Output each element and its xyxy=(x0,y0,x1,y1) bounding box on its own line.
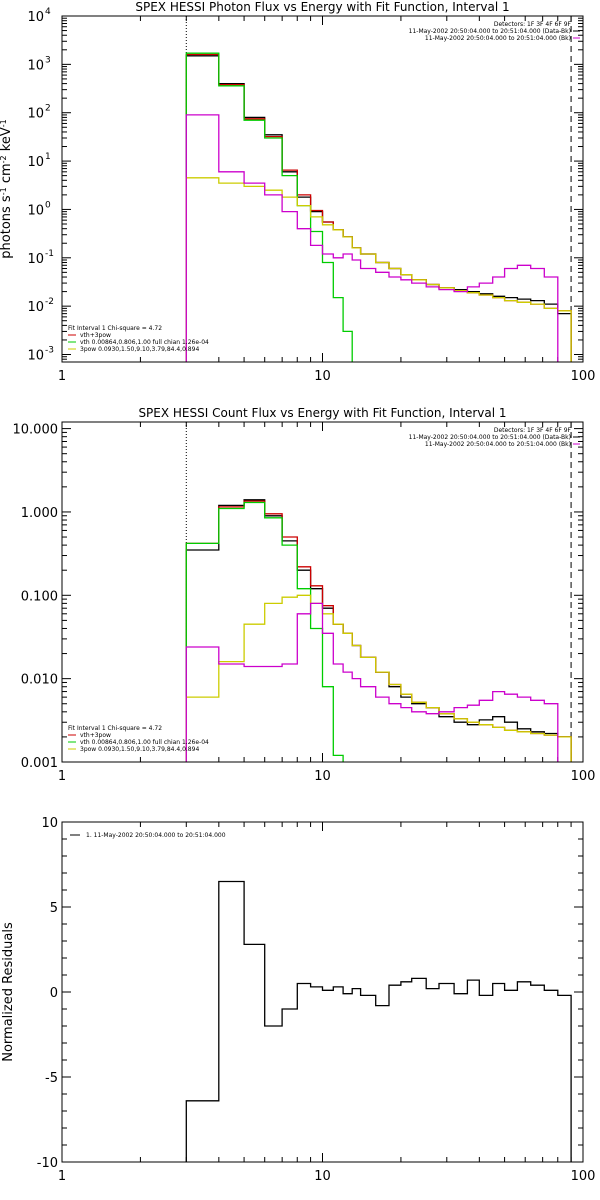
y-axis-label: Normalized Residuals xyxy=(1,922,16,1062)
info-line: Detectors: 1F 3F 4F 6F 9F xyxy=(494,427,572,434)
y-tick-label-exponent: -2 xyxy=(45,297,54,307)
y-tick-label-exponent: 4 xyxy=(45,7,51,17)
y-tick-label-exponent: -1 xyxy=(45,249,54,259)
x-tick-label: 100 xyxy=(571,769,596,784)
y-tick-label: 0.001 xyxy=(21,756,58,771)
chart-panel-3: 1 10 100 -10 -5 0 5 10 1. 11-May-2002 20:50:04.0… xyxy=(1,816,595,1184)
series-line-3pow xyxy=(185,594,572,762)
y-axis-label-part: photons s xyxy=(0,195,14,259)
x-tick-label: 10 xyxy=(314,369,331,384)
y-axis-label-part: keV xyxy=(0,127,14,155)
y-tick-label-exponent: 1 xyxy=(45,152,51,162)
series-group xyxy=(185,880,572,1162)
y-tick-label-exponent: 3 xyxy=(45,55,51,65)
fit-header: Fit Interval 1 Chi-square = 4.72 xyxy=(68,725,162,732)
plot-frame xyxy=(61,15,584,363)
chart-panel-1: SPEX HESSI Photon Flux vs Energy with Fi… xyxy=(0,0,595,384)
info-line: 11-May-2002 20:50:04.000 to 20:51:04.000… xyxy=(425,35,571,42)
y-axis-label: photons s-1 cm-2 keV-1 xyxy=(0,119,14,258)
y-tick-label: 10 xyxy=(41,816,58,831)
legend-label: vth+3pow xyxy=(80,732,111,739)
y-tick-label-exponent: 2 xyxy=(45,104,51,114)
x-tick-label: 100 xyxy=(571,1169,596,1184)
series-line-bk xyxy=(185,602,559,762)
x-tick-label: 1 xyxy=(58,1169,66,1184)
x-tick-label: 10 xyxy=(314,1169,331,1184)
y-axis-label-part: -1 xyxy=(0,187,8,195)
x-tick-label: 10 xyxy=(314,769,331,784)
y-tick-label: -10 xyxy=(37,1156,58,1171)
series-line-vth xyxy=(185,52,353,362)
legend-label: 1. 11-May-2002 20:50:04.000 to 20:51:04.… xyxy=(86,832,226,839)
plot-frame xyxy=(61,421,584,763)
chart-title: SPEX HESSI Count Flux vs Energy with Fit… xyxy=(138,406,506,420)
series-line-3pow xyxy=(185,177,572,362)
fit-header: Fit Interval 1 Chi-square = 4.72 xyxy=(68,325,162,332)
y-tick-label-exponent: 0 xyxy=(45,200,51,210)
info-line: Detectors: 1F 3F 4F 6F 9F xyxy=(494,21,572,28)
legend-label: 3pow 0.0930,1.50,9.10,3.79,84.4,0.894 xyxy=(80,746,199,753)
series-line-vth xyxy=(185,501,344,762)
x-tick-label: 100 xyxy=(571,369,596,384)
y-tick-label: 10 xyxy=(27,107,44,122)
info-line: 11-May-2002 20:50:04.000 to 20:51:04.000… xyxy=(425,441,571,448)
y-tick-label: 5 xyxy=(50,901,58,916)
legend-label: vth 0.00864,0.806,1.00 full chian 1.26e-… xyxy=(80,739,209,746)
y-tick-label: 10 xyxy=(27,300,44,315)
x-tick-label: 1 xyxy=(58,769,66,784)
legend-label: vth 0.00864,0.806,1.00 full chian 1.26e-… xyxy=(80,339,209,346)
y-axis-label-part: -2 xyxy=(0,155,8,163)
y-tick-label: 10 xyxy=(27,349,44,364)
y-tick-label: 10.000 xyxy=(13,423,59,438)
y-tick-label: 10 xyxy=(27,58,44,73)
x-tick-label: 1 xyxy=(58,369,66,384)
y-tick-label-exponent: -3 xyxy=(45,346,54,356)
y-tick-label: 1.000 xyxy=(21,506,58,521)
series-line-data-bk xyxy=(185,499,572,762)
y-axis-label-part: -1 xyxy=(0,119,8,127)
y-tick-label: 10 xyxy=(27,10,44,25)
y-tick-label: -5 xyxy=(45,1071,58,1086)
legend-label: 3pow 0.0930,1.50,9.10,3.79,84.4,0.894 xyxy=(80,346,199,353)
chart-panel-2: SPEX HESSI Count Flux vs Energy with Fit… xyxy=(13,406,596,784)
series-line-bk xyxy=(185,114,559,362)
legend-label: vth+3pow xyxy=(80,332,111,339)
series-group xyxy=(185,499,572,762)
chart-title: SPEX HESSI Photon Flux vs Energy with Fi… xyxy=(135,0,509,14)
info-line: 11-May-2002 20:50:04.000 to 20:51:04.000… xyxy=(409,434,571,441)
y-tick-label: 0 xyxy=(50,986,58,1001)
y-axis-label-part: cm xyxy=(0,163,14,187)
y-tick-label: 10 xyxy=(27,252,44,267)
plot-frame xyxy=(61,821,584,1163)
y-tick-label: 0.010 xyxy=(21,673,58,688)
y-tick-label: 10 xyxy=(27,203,44,218)
info-line: 11-May-2002 20:50:04.000 to 20:51:04.000… xyxy=(409,28,571,35)
y-tick-label: 0.100 xyxy=(21,589,58,604)
y-tick-label: 10 xyxy=(27,155,44,170)
series-group xyxy=(185,52,572,362)
series-line-residuals xyxy=(185,880,572,1162)
